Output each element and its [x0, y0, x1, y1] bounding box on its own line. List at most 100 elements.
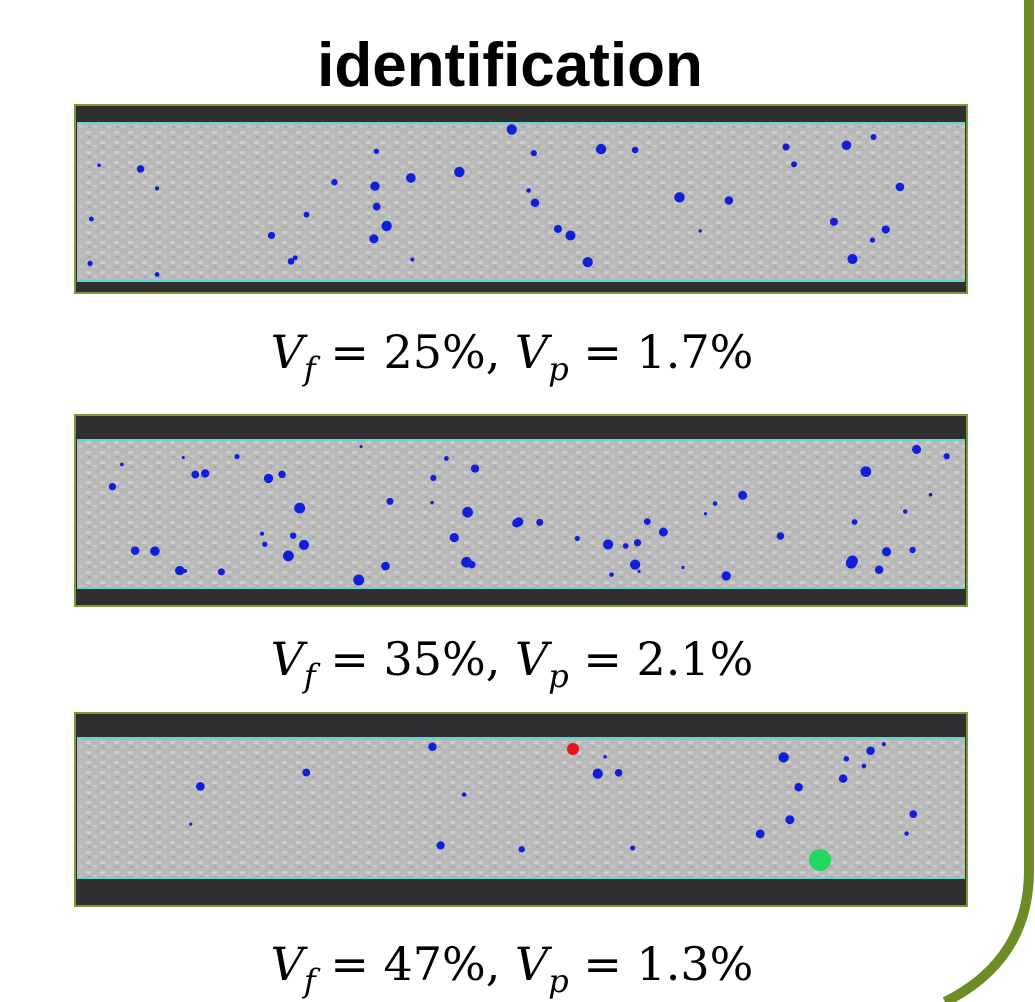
pore [632, 147, 639, 154]
pore [155, 186, 159, 190]
pore [630, 559, 640, 569]
pore [201, 469, 209, 477]
pore [430, 475, 436, 481]
pore [175, 566, 184, 575]
pore [293, 255, 298, 260]
pore [630, 846, 635, 851]
panels: Vf = 25%, Vp = 1.7% Vf = 35%, Vp = 2.1% Vf… [75, 105, 967, 1000]
caption: Vf = 25%, Vp = 1.7% [271, 325, 754, 388]
pore [738, 491, 747, 500]
pore [782, 143, 789, 150]
pore [410, 258, 414, 262]
pore [842, 140, 852, 150]
pore [387, 498, 394, 505]
pore [698, 229, 701, 232]
pore [756, 829, 765, 838]
pore [565, 230, 575, 240]
pore [904, 831, 908, 835]
pore [89, 217, 94, 222]
pore [353, 575, 364, 586]
pore [150, 546, 160, 556]
pore [785, 815, 794, 824]
pore [428, 742, 437, 751]
pore [299, 540, 309, 550]
pore [462, 792, 467, 797]
pore [623, 543, 629, 549]
pore [583, 257, 593, 267]
pore [862, 764, 867, 769]
pore [875, 566, 883, 574]
pore [381, 221, 391, 231]
micrograph: Vf = 47%, Vp = 1.3% [75, 713, 967, 1000]
pore [369, 234, 378, 243]
pore [593, 769, 603, 779]
pore [944, 453, 950, 459]
pore [896, 183, 905, 192]
micrograph: Vf = 25%, Vp = 1.7% [75, 105, 967, 388]
pore [567, 743, 579, 755]
pore [120, 463, 124, 467]
pore [870, 238, 875, 243]
pore [283, 550, 294, 561]
pore [882, 547, 891, 556]
caption-part: = 1.3% [569, 937, 754, 991]
pore [218, 568, 225, 575]
pore [791, 161, 797, 167]
pore [268, 232, 275, 239]
pore [87, 261, 92, 266]
pore [637, 570, 640, 573]
pore [260, 532, 264, 536]
caption: Vf = 47%, Vp = 1.3% [271, 937, 754, 1000]
pore [374, 149, 379, 154]
caption-part: = 2.1% [569, 632, 754, 686]
pore [909, 547, 915, 553]
pore [847, 254, 857, 264]
pore [778, 752, 788, 762]
caption-part: = 35%, [316, 632, 515, 686]
specimen [77, 123, 965, 281]
pore [97, 163, 101, 167]
pore [554, 225, 562, 233]
pore [462, 507, 473, 518]
pore [373, 203, 381, 211]
pore [512, 519, 521, 528]
pore [137, 165, 144, 172]
pore [436, 841, 444, 849]
pore [182, 456, 185, 459]
specimen [77, 440, 965, 588]
caption-part: = 1.7% [569, 325, 754, 379]
caption: Vf = 35%, Vp = 2.1% [271, 632, 754, 695]
pore [596, 144, 606, 154]
pore [294, 503, 305, 514]
pore [722, 571, 731, 580]
pore [644, 518, 651, 525]
pore [331, 179, 337, 185]
pore [794, 783, 802, 791]
pore [852, 519, 858, 525]
pore [189, 823, 192, 826]
pore [360, 445, 363, 448]
pore [262, 542, 267, 547]
pore [713, 501, 718, 506]
pore [575, 536, 580, 541]
pore [674, 192, 684, 202]
pore [278, 471, 286, 479]
pore [406, 173, 416, 183]
pore [912, 445, 921, 454]
caption-part: = 47%, [316, 937, 515, 991]
pore [507, 124, 517, 134]
pore [634, 539, 641, 546]
pore [370, 181, 379, 190]
pore [839, 774, 847, 782]
pore [609, 572, 614, 577]
caption-part: p [548, 350, 568, 388]
caption-part: p [548, 657, 568, 695]
pore [471, 464, 479, 472]
pore [454, 167, 464, 177]
pore [871, 134, 877, 140]
pore [155, 272, 160, 277]
pore [725, 196, 734, 205]
pore [844, 756, 849, 761]
pore [830, 218, 838, 226]
caption-part: = 25%, [316, 325, 515, 379]
